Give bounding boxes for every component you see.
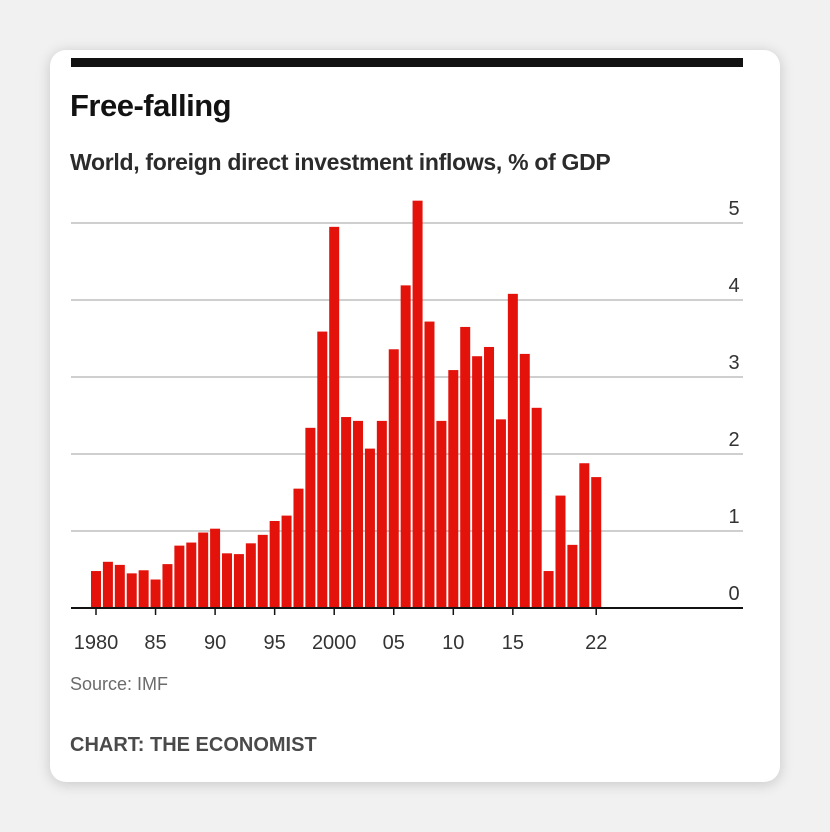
y-tick-label: 0 <box>728 583 739 605</box>
chart-credit: CHART: THE ECONOMIST <box>70 734 317 756</box>
bar-2015 <box>507 293 518 608</box>
bar-1996 <box>281 515 292 608</box>
bars <box>91 200 602 609</box>
x-tick-label: 1980 <box>74 632 119 654</box>
chart-subtitle: World, foreign direct investment inflows… <box>70 149 611 175</box>
x-tick-label: 10 <box>442 632 464 654</box>
x-tick-label: 22 <box>585 632 607 654</box>
x-tick-label: 90 <box>204 632 226 654</box>
x-tick-label: 2000 <box>312 632 357 654</box>
bar-1998 <box>305 427 316 608</box>
chart-card: Free-falling World, foreign direct inves… <box>50 50 780 782</box>
bar-2013 <box>484 346 495 608</box>
x-axis-labels: 1980 85 90 95 2000 05 10 15 22 <box>74 632 608 654</box>
bar-2016 <box>519 353 530 608</box>
bar-1983 <box>126 573 137 608</box>
bar-1990 <box>210 528 221 608</box>
x-axis <box>71 607 743 615</box>
bar-2005 <box>388 349 399 608</box>
bar-2003 <box>364 448 375 608</box>
x-tick-label: 15 <box>502 632 524 654</box>
bar-2004 <box>376 420 387 608</box>
bar-2002 <box>353 420 364 608</box>
y-tick-label: 2 <box>728 429 739 451</box>
bar-1992 <box>233 554 244 608</box>
bar-1988 <box>186 542 197 608</box>
bar-2007 <box>412 200 423 609</box>
y-axis-labels: 0 1 2 3 4 5 <box>728 198 739 605</box>
bar-1993 <box>245 543 256 608</box>
x-tick-label: 95 <box>264 632 286 654</box>
bar-1986 <box>162 564 173 608</box>
bar-1981 <box>102 561 113 608</box>
bar-2011 <box>460 326 471 608</box>
bar-1982 <box>114 564 125 608</box>
bar-1994 <box>257 534 268 608</box>
y-tick-label: 4 <box>728 275 739 297</box>
bar-2012 <box>472 356 483 608</box>
bar-1985 <box>150 579 161 608</box>
bar-chart: 0 1 2 3 4 5 1980 85 90 95 2000 05 10 15 22 <box>71 198 743 654</box>
y-tick-label: 3 <box>728 352 739 374</box>
bar-1999 <box>317 331 328 608</box>
bar-1989 <box>198 532 209 608</box>
bar-2014 <box>495 419 506 608</box>
bar-2001 <box>341 417 352 608</box>
bar-2006 <box>400 285 411 608</box>
x-tick-label: 05 <box>383 632 405 654</box>
y-tick-label: 1 <box>728 506 739 528</box>
bar-1995 <box>269 520 280 608</box>
chart-title: Free-falling <box>70 88 232 123</box>
bar-2019 <box>555 495 566 608</box>
bar-1984 <box>138 570 149 608</box>
bar-1980 <box>91 571 101 608</box>
bar-2000 <box>329 226 340 608</box>
bar-2021 <box>579 463 590 608</box>
y-tick-label: 5 <box>728 198 739 220</box>
source-note: Source: IMF <box>70 674 169 694</box>
bar-2017 <box>531 407 542 608</box>
bar-1987 <box>174 545 185 608</box>
bar-1991 <box>222 553 233 608</box>
x-tick-label: 85 <box>144 632 166 654</box>
bar-2018 <box>543 571 554 608</box>
bar-1997 <box>293 488 304 608</box>
bar-2010 <box>448 370 459 608</box>
bar-2009 <box>436 420 447 608</box>
bar-2022 <box>591 477 602 608</box>
top-rule <box>71 58 743 67</box>
bar-2020 <box>567 544 578 608</box>
bar-2008 <box>424 321 435 608</box>
